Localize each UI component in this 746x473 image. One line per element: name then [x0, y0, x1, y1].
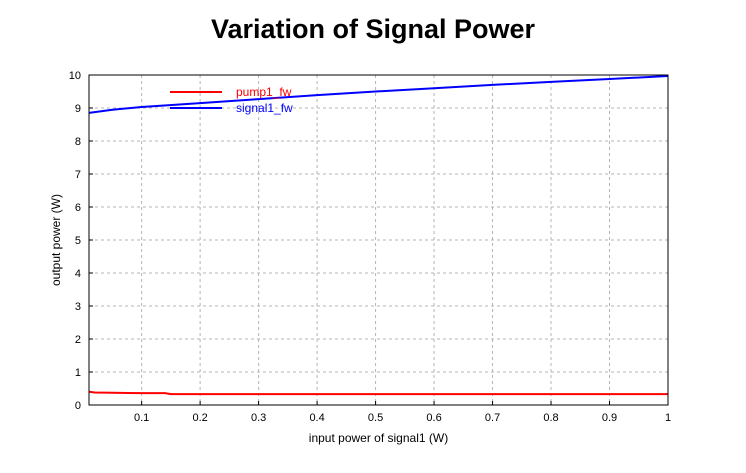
- series-layer: [88, 75, 669, 396]
- series-line-signal1_fw: [88, 75, 669, 114]
- y-tick-label: 6: [75, 202, 81, 214]
- y-tick-label: 5: [75, 235, 81, 247]
- x-tick-label: 0.4: [309, 412, 324, 424]
- x-axis-label: input power of signal1 (W): [309, 431, 448, 445]
- y-tick-label: 8: [75, 136, 81, 148]
- grid-layer: [89, 75, 668, 405]
- x-tick-label: 0.6: [426, 412, 441, 424]
- y-tick-label: 4: [75, 268, 81, 280]
- y-tick-label: 7: [75, 169, 81, 181]
- legend-label-pump1_fw: pump1_fw: [236, 85, 292, 99]
- series-line-pump1_fw: [88, 390, 668, 396]
- legend: pump1_fw signal1_fw: [170, 85, 293, 115]
- x-tick-label: 0.2: [192, 412, 207, 424]
- y-tick-label: 3: [75, 301, 81, 313]
- legend-label-signal1_fw: signal1_fw: [236, 101, 293, 115]
- y-axis-label: output power (W): [49, 194, 63, 286]
- chart-title: Variation of Signal Power: [210, 14, 536, 44]
- x-tick-label: 0.7: [485, 412, 500, 424]
- x-tick-label: 0.8: [543, 412, 558, 424]
- x-tick-label: 1: [665, 412, 671, 424]
- x-tick-label: 0.9: [602, 412, 617, 424]
- x-tick-label: 0.3: [251, 412, 266, 424]
- x-tick-label: 0.1: [134, 412, 149, 424]
- y-tick-label: 9: [75, 103, 81, 115]
- y-tick-label: 10: [69, 70, 81, 82]
- x-tick-label: 0.5: [368, 412, 383, 424]
- y-tick-label: 2: [75, 334, 81, 346]
- y-tick-label: 0: [75, 400, 81, 412]
- y-tick-label: 1: [75, 367, 81, 379]
